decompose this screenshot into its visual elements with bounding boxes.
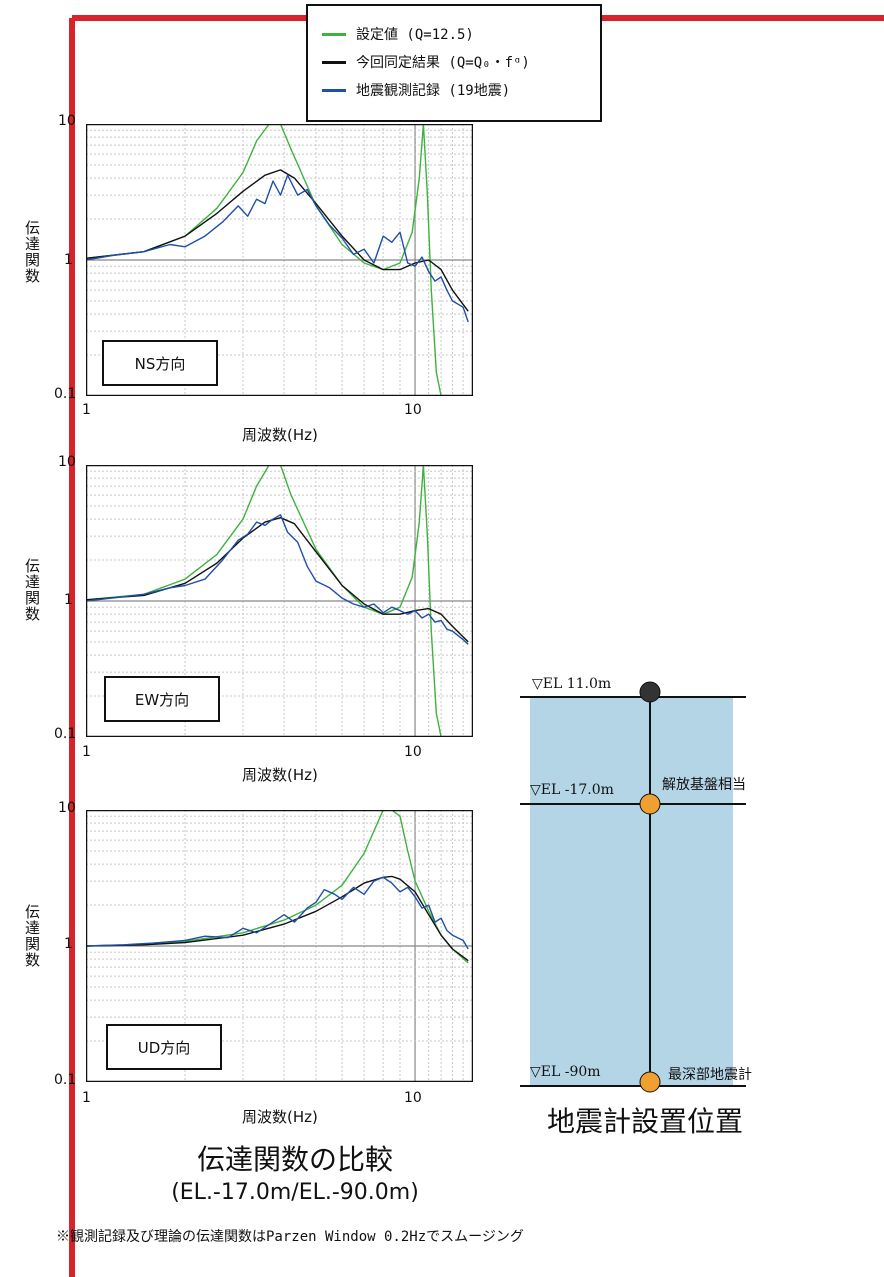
legend-swatch-setting	[322, 32, 346, 36]
y-axis-label-ud: 伝達関数	[23, 904, 41, 968]
legend-label-setting: 設定値 (Q=12.5)	[356, 27, 474, 43]
seismometer-diagram	[520, 681, 746, 1093]
x-tick-10-ew: 10	[404, 744, 422, 760]
x-tick-10-ns: 10	[404, 402, 422, 418]
y-tick-0.1-ud: 0.1	[54, 1072, 77, 1088]
y-tick-10-ud: 10	[58, 800, 76, 816]
diagram-title: 地震計設置位置	[546, 1105, 743, 1138]
legend-swatch-observed	[322, 88, 346, 92]
level-desc-middle: 解放基盤相当	[662, 777, 746, 793]
y-tick-10-ns: 10	[58, 113, 76, 129]
chart-ew-series-identified	[86, 517, 469, 643]
footnote: ※観測記録及び理論の伝達関数はParzen Window 0.2Hzでスムージン…	[56, 1229, 524, 1245]
legend: 設定値 (Q=12.5) 今回同定結果 (Q=Q₀・fᵅ) 地震観測記録 (19…	[306, 4, 602, 122]
main-subtitle: (EL.-17.0m/EL.-90.0m)	[171, 1180, 419, 1205]
y-tick-1-ew: 1	[64, 592, 73, 608]
y-tick-0.1-ew: 0.1	[54, 726, 77, 742]
y-axis-label-ew: 伝達関数	[23, 558, 41, 622]
panel-label-ud: UD方向	[106, 1024, 222, 1070]
ground-column	[530, 697, 733, 1086]
chart-ew	[86, 465, 473, 737]
panel-label-ns: NS方向	[102, 340, 218, 386]
chart-ud-series-observed	[86, 876, 469, 950]
legend-item-setting: 設定値 (Q=12.5)	[322, 22, 474, 46]
sensor-bottom-marker	[639, 1071, 661, 1093]
panel-label-ew: EW方向	[104, 676, 220, 722]
x-axis-label-ud: 周波数(Hz)	[242, 1108, 318, 1126]
legend-swatch-identified	[322, 60, 346, 64]
legend-item-observed: 地震観測記録 (19地震)	[322, 78, 510, 102]
chart-ud-plot-border	[86, 810, 473, 1082]
y-tick-1-ud: 1	[64, 936, 73, 952]
chart-ns-series-identified	[86, 169, 469, 312]
x-tick-1-ew: 1	[82, 744, 91, 760]
chart-ew-plot-border	[86, 465, 473, 737]
chart-ud-series-identified	[86, 875, 469, 962]
x-tick-1-ns: 1	[82, 402, 91, 418]
y-tick-0.1-ns: 0.1	[54, 386, 77, 402]
main-title: 伝達関数の比較	[196, 1143, 393, 1176]
chart-ns-plot-border	[86, 124, 473, 396]
y-tick-1-ns: 1	[64, 252, 73, 268]
level-desc-bottom: 最深部地震計	[668, 1067, 752, 1083]
x-axis-label-ew: 周波数(Hz)	[242, 766, 318, 784]
x-axis-label-ns: 周波数(Hz)	[242, 426, 318, 444]
chart-ns-series-setting	[86, 124, 469, 396]
legend-label-observed: 地震観測記録 (19地震)	[356, 83, 511, 99]
chart-ns-series-observed	[86, 174, 469, 323]
x-tick-10-ud: 10	[404, 1090, 422, 1106]
legend-label-identified: 今回同定結果 (Q=Q₀・fᵅ)	[356, 55, 530, 71]
sensor-top-marker	[639, 681, 661, 703]
elevation-label-bottom: ▽EL -90m	[530, 1064, 601, 1080]
elevation-label-top: ▽EL 11.0m	[532, 676, 612, 692]
chart-ew-series-observed	[86, 514, 469, 645]
chart-ud-series-setting	[86, 810, 469, 964]
y-axis-label-ns: 伝達関数	[23, 220, 41, 284]
sensor-middle-marker	[639, 793, 661, 815]
legend-item-identified: 今回同定結果 (Q=Q₀・fᵅ)	[322, 50, 530, 74]
y-tick-10-ew: 10	[58, 454, 76, 470]
elevation-label-middle: ▽EL -17.0m	[530, 782, 614, 798]
x-tick-1-ud: 1	[82, 1090, 91, 1106]
